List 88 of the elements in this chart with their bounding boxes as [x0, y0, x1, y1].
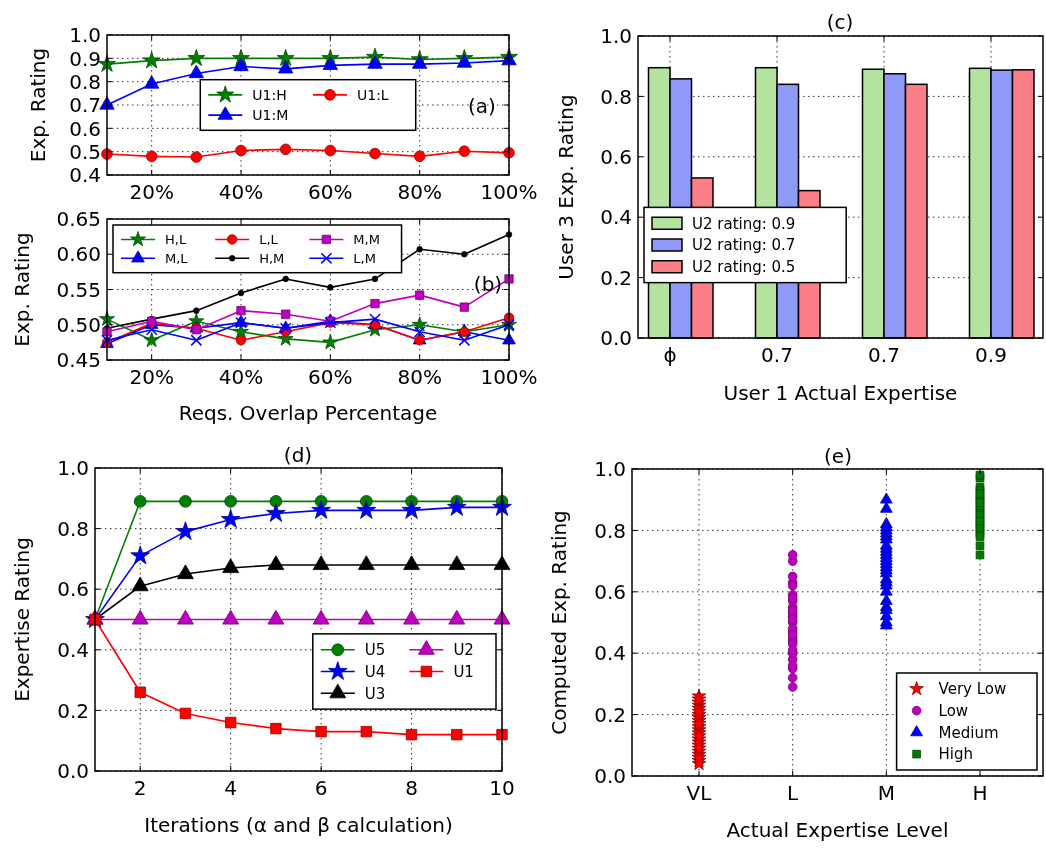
legend-label: Very Low — [938, 680, 1007, 699]
x-tick-label: 8 — [405, 776, 418, 800]
y-tick-label: 0.6 — [594, 580, 626, 604]
y-tick-label: 0.8 — [57, 516, 89, 541]
x-tick-label: 100% — [480, 180, 538, 204]
x-tick-label: 0.7 — [868, 343, 900, 367]
x-tick-label: H — [972, 781, 988, 805]
y-tick-label: 0.4 — [600, 205, 632, 230]
legend-label: M,M — [353, 231, 380, 247]
x-tick-label: 60% — [308, 365, 353, 389]
text: (b) — [473, 272, 503, 296]
legend-label: U2 rating: 0.9 — [692, 214, 796, 233]
legend-label: U2 rating: 0.7 — [692, 236, 796, 255]
x-axis-title: User 1 Actual Expertise — [723, 381, 958, 405]
y-axis-title: Exp. Rating — [26, 47, 50, 163]
x-tick-label: 20% — [129, 365, 174, 389]
y-tick-label: 0.5 — [69, 139, 101, 164]
x-tick-label: 20% — [129, 180, 174, 204]
y-tick-label: 0.4 — [594, 641, 626, 666]
x-tick-label: 0.7 — [761, 343, 793, 367]
y-tick-label: 0.7 — [69, 93, 101, 118]
y-tick-label: 0.8 — [594, 518, 626, 543]
y-tick-label: 0.0 — [594, 764, 626, 789]
legend-label: U3 — [364, 684, 386, 703]
x-tick-label: ϕ — [663, 343, 677, 367]
x-tick-label: 80% — [397, 180, 442, 204]
y-tick-label: 0.6 — [69, 116, 101, 141]
x-tick-label: 60% — [308, 180, 353, 204]
x-tick-label: M — [877, 781, 895, 805]
y-tick-label: 0.2 — [57, 698, 89, 723]
legend-label: H,L — [165, 231, 187, 247]
x-axis-title: Reqs. Overlap Percentage — [178, 401, 438, 425]
x-axis-title: Actual Expertise Level — [726, 818, 949, 842]
y-tick-label: 0.50 — [56, 312, 101, 337]
y-tick-label: 1.0 — [69, 23, 101, 48]
x-tick-label: 2 — [133, 776, 147, 800]
y-tick-label: 1.0 — [594, 457, 626, 482]
x-tick-label: VL — [686, 781, 713, 805]
y-tick-label: 0.4 — [69, 163, 101, 188]
x-tick-label: 4 — [224, 776, 238, 800]
x-tick-label: 6 — [314, 776, 328, 800]
y-tick-label: 0.45 — [56, 348, 101, 373]
y-axis-title: User 3 Exp. Rating — [554, 94, 578, 280]
y-tick-label: 0.6 — [600, 145, 632, 169]
y-tick-label: 0.55 — [56, 277, 101, 302]
legend-label: Medium — [938, 723, 999, 742]
x-axis-title: Iterations (α and β calculation) — [144, 813, 453, 837]
chart-title: (e) — [824, 444, 852, 468]
y-tick-label: 0.8 — [600, 84, 632, 109]
legend-label: U5 — [364, 641, 386, 659]
legend-label: L,L — [259, 231, 279, 247]
x-tick-label: 40% — [218, 180, 264, 204]
y-tick-label: 0.65 — [56, 207, 101, 232]
legend-label: U1:L — [357, 86, 389, 103]
y-tick-label: 0.6 — [57, 577, 89, 602]
legend-label: Low — [938, 701, 969, 720]
y-tick-label: 0.4 — [57, 638, 89, 662]
text: (a) — [468, 94, 496, 118]
y-tick-label: 1.0 — [600, 24, 632, 49]
chart-title: (d) — [283, 443, 313, 467]
legend-label: High — [938, 745, 974, 764]
legend-label: U1:M — [252, 107, 289, 124]
y-tick-label: 0.0 — [600, 326, 632, 351]
x-tick-label: 40% — [218, 365, 264, 389]
y-tick-label: 0.0 — [57, 759, 89, 784]
y-tick-label: 0.2 — [600, 265, 632, 290]
y-axis-title: Exp. Rating — [10, 232, 34, 347]
y-tick-label: 0.8 — [69, 69, 101, 94]
y-tick-label: 0.60 — [56, 242, 101, 267]
legend-label: U1 — [453, 662, 474, 681]
legend-label: H,M — [259, 250, 285, 266]
y-tick-label: 0.2 — [594, 702, 626, 727]
y-tick-label: 1.0 — [57, 456, 89, 481]
x-tick-label: 100% — [480, 365, 538, 389]
chart-title: (c) — [826, 10, 854, 34]
legend-label: U2 — [453, 641, 474, 659]
y-axis-title: Computed Exp. Rating — [547, 510, 571, 735]
legend-label: U4 — [364, 662, 386, 681]
y-tick-label: 0.9 — [69, 46, 101, 71]
x-tick-label: L — [787, 781, 800, 805]
x-tick-label: 80% — [397, 365, 442, 389]
legend-label: L,M — [353, 250, 376, 266]
y-axis-title: Expertise Rating — [10, 537, 34, 702]
legend-label: U1:H — [252, 86, 287, 103]
x-tick-label: 10 — [489, 776, 515, 800]
x-tick-label: 0.9 — [975, 343, 1007, 367]
legend-label: M,L — [165, 250, 189, 266]
legend-label: U2 rating: 0.5 — [692, 258, 796, 276]
